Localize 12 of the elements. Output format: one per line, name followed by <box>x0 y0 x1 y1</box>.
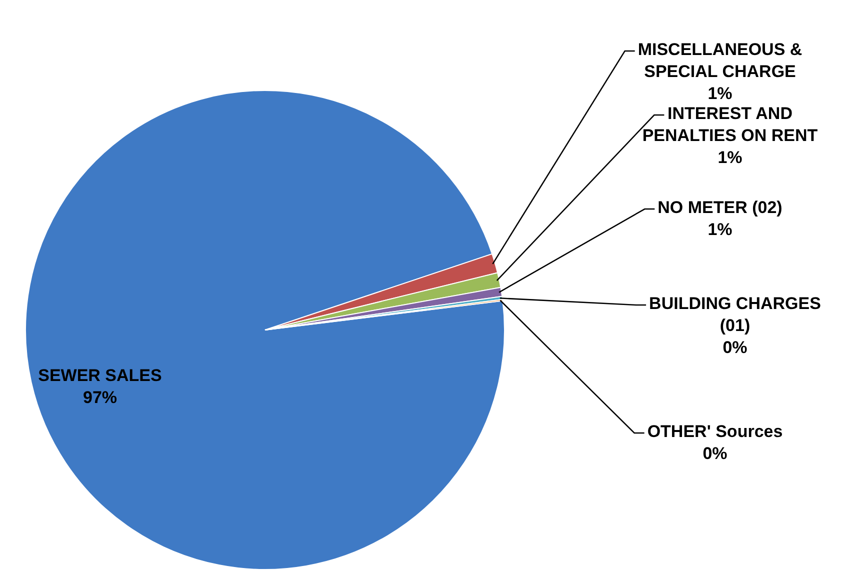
data-label: 97% <box>82 388 118 408</box>
data-label: 0% <box>702 444 728 464</box>
slice-label: BUILDING CHARGES (01) <box>649 294 821 336</box>
slice-label: SEWER SALES <box>38 366 162 386</box>
slice-label: INTEREST AND PENALTIES ON RENT <box>642 104 818 146</box>
data-label: 1% <box>718 148 742 168</box>
data-label: 0% <box>722 338 748 358</box>
slice-label: MISCELLANEOUS & SPECIAL CHARGE <box>638 40 802 82</box>
slice-label: OTHER' Sources <box>647 422 783 442</box>
data-label: 1% <box>708 84 732 104</box>
slice-label: NO METER (02) <box>658 198 782 218</box>
data-label: 1% <box>708 220 732 240</box>
